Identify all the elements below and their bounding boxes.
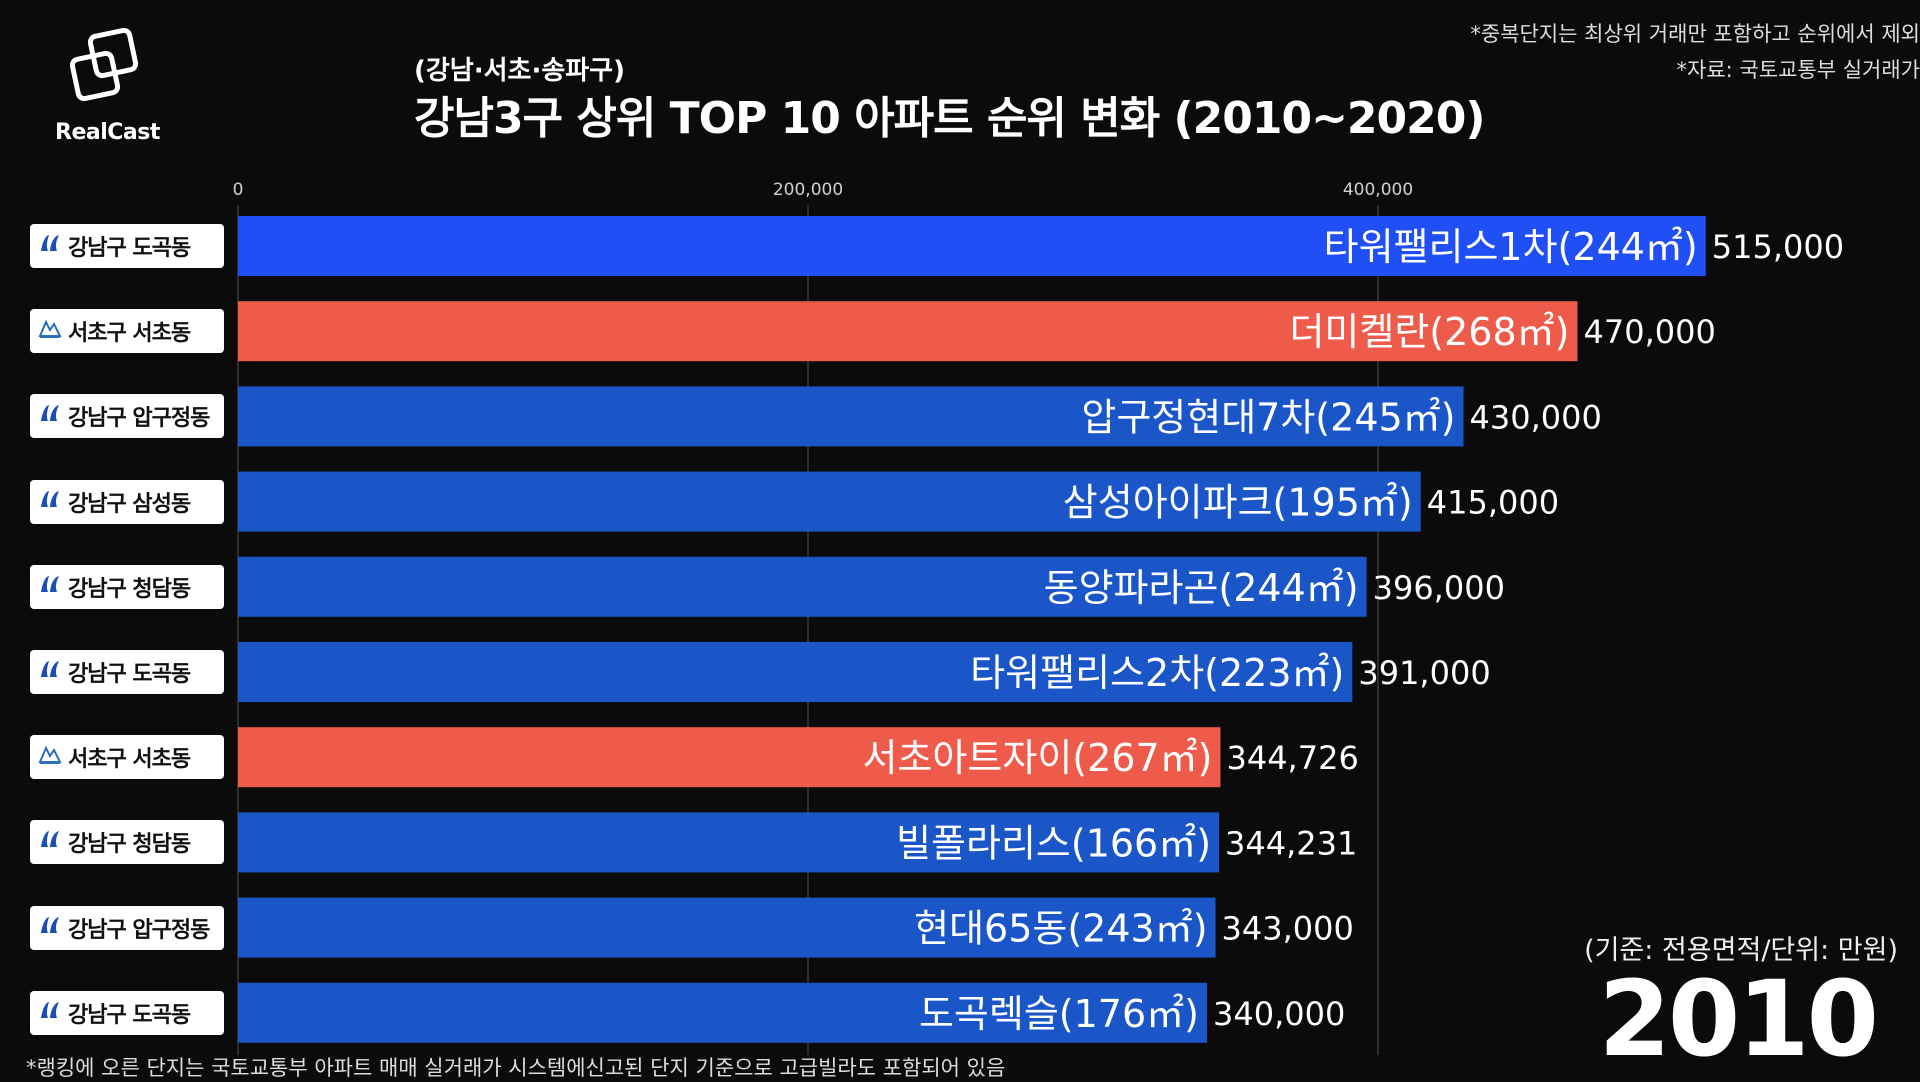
bar [238, 556, 1367, 617]
bar-value-label: 515,000 [1712, 228, 1844, 266]
year-label: 2010 [1598, 958, 1879, 1080]
bar [238, 642, 1353, 702]
district-name: 강남구 청담동 [68, 576, 191, 602]
district-badge: 강남구 압구정동 [30, 394, 224, 439]
bar-value-label: 343,000 [1222, 910, 1354, 948]
district-name: 강남구 도곡동 [68, 662, 191, 687]
district-badge: 강남구 삼성동 [30, 479, 224, 524]
bar-apartment-label: 서초아트자이(267㎡) [863, 736, 1213, 780]
chart-title: 강남3구 상위 TOP 10 아파트 순위 변화 (2010~2020) [414, 93, 1486, 144]
district-name: 서초구 서초동 [68, 321, 191, 347]
district-badge: 강남구 도곡동 [30, 224, 224, 268]
district-name: 서초구 서초동 [68, 747, 191, 773]
chart-subtitle: (강남·서초·송파구) [414, 56, 625, 86]
note-duplicate: *중복단지는 최상위 거래만 포함하고 순위에서 제외 [1470, 22, 1920, 46]
gangnam-emblem-icon [38, 487, 68, 517]
bar-apartment-label: 빌폴라리스(166㎡) [896, 821, 1211, 865]
bar-apartment-label: 현대65동(243㎡) [914, 907, 1207, 951]
district-badge: 강남구 도곡동 [30, 650, 224, 694]
bar-apartment-label: 삼성아이파크(195㎡) [1063, 481, 1413, 525]
realcast-logo: RealCast [55, 28, 175, 158]
logo-text: RealCast [55, 120, 160, 145]
realcast-logo-icon [69, 28, 139, 102]
bar-value-label: 344,231 [1225, 824, 1357, 862]
bar-value-label: 391,000 [1358, 654, 1490, 692]
district-badge: 서초구 서초동 [30, 735, 224, 780]
bar-value-label: 470,000 [1584, 313, 1716, 351]
bar-apartment-label: 타워팰리스1차(244㎡) [1324, 225, 1698, 269]
bar-value-label: 415,000 [1427, 484, 1559, 522]
bar-apartment-label: 동양파라곤(244㎡) [1044, 566, 1359, 610]
gangnam-emblem-icon [38, 231, 68, 261]
district-name: 강남구 도곡동 [68, 236, 191, 261]
district-name: 강남구 삼성동 [68, 491, 191, 517]
bar-value-label: 396,000 [1373, 569, 1505, 607]
district-name: 강남구 압구정동 [68, 406, 210, 432]
gangnam-emblem-icon [38, 572, 68, 602]
bar [238, 386, 1464, 447]
district-name: 강남구 도곡동 [68, 1002, 191, 1028]
bar-value-label: 430,000 [1470, 398, 1602, 436]
bar [238, 897, 1216, 958]
bar [238, 727, 1221, 788]
district-name: 강남구 압구정동 [68, 917, 210, 943]
seocho-emblem-icon [38, 316, 68, 346]
bar-apartment-label: 도곡렉슬(176㎡) [919, 992, 1199, 1036]
bar-apartment-label: 타워팰리스2차(223㎡) [970, 651, 1344, 695]
gangnam-emblem-icon [38, 913, 68, 943]
district-badge: 강남구 도곡동 [30, 990, 224, 1035]
bar [238, 216, 1706, 276]
seocho-emblem-icon [38, 742, 68, 772]
note-source: *자료: 국토교통부 실거래가 [1676, 58, 1920, 82]
bar [238, 812, 1220, 873]
bar [238, 301, 1578, 362]
district-badge: 강남구 청담동 [30, 820, 224, 865]
district-name: 강남구 청담동 [68, 832, 191, 858]
bar-value-label: 340,000 [1213, 995, 1345, 1033]
unit-note: (기준: 전용면적/단위: 만원) [1584, 935, 1898, 966]
bar-apartment-label: 압구정현대7차(245㎡) [1081, 395, 1455, 439]
footnote: *랭킹에 오른 단지는 국토교통부 아파트 매매 실거래가 시스템에신고된 단지… [26, 1056, 1006, 1080]
gangnam-emblem-icon [38, 998, 68, 1028]
bar-value-label: 344,726 [1226, 739, 1358, 777]
district-badge: 강남구 압구정동 [30, 905, 224, 950]
bar [238, 471, 1421, 532]
gangnam-emblem-icon [38, 401, 68, 431]
bar [238, 982, 1207, 1043]
x-tick-label: 200,000 [773, 180, 843, 200]
bar-apartment-label: 더미켈란(268㎡) [1289, 310, 1569, 354]
x-tick-label: 0 [233, 180, 244, 200]
district-badge: 서초구 서초동 [30, 309, 224, 354]
district-badge: 강남구 청담동 [30, 564, 224, 609]
x-tick-label: 400,000 [1343, 180, 1413, 200]
gangnam-emblem-icon [38, 657, 68, 687]
gangnam-emblem-icon [38, 827, 68, 857]
